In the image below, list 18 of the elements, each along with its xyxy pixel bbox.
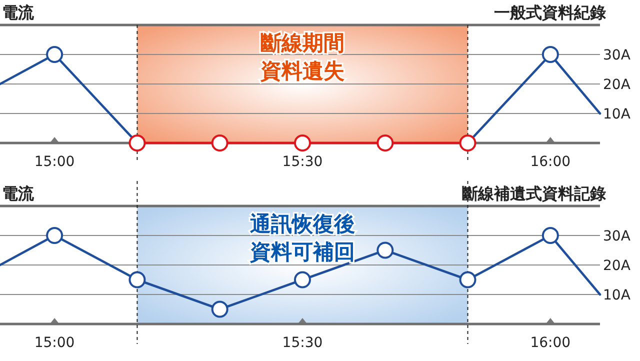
x-tick-label: 15:30 xyxy=(282,334,323,350)
y-axis-title: 電流 xyxy=(2,3,35,22)
y-axis-title: 電流 xyxy=(2,184,35,202)
y-tick-label: 30A xyxy=(603,48,631,64)
x-tick-label: 16:00 xyxy=(530,334,571,350)
y-tick-label: 20A xyxy=(603,77,631,93)
y-tick-label: 10A xyxy=(603,106,631,122)
x-tick-label: 15:30 xyxy=(282,154,323,170)
y-tick-label: 30A xyxy=(603,228,631,244)
y-tick-label: 10A xyxy=(603,287,631,303)
band-label: 斷線期間資料遺失 xyxy=(259,31,344,83)
chart-title: 斷線補遺式資料記錄 xyxy=(462,184,606,202)
band-label: 通訊恢復後資料可補回 xyxy=(248,212,355,264)
x-tick-label: 15:00 xyxy=(34,334,75,350)
x-tick-label: 15:00 xyxy=(34,154,75,170)
x-tick-label: 16:00 xyxy=(530,154,571,170)
y-tick-label: 20A xyxy=(603,258,631,274)
chart-title: 一般式資料紀錄 xyxy=(494,3,606,22)
